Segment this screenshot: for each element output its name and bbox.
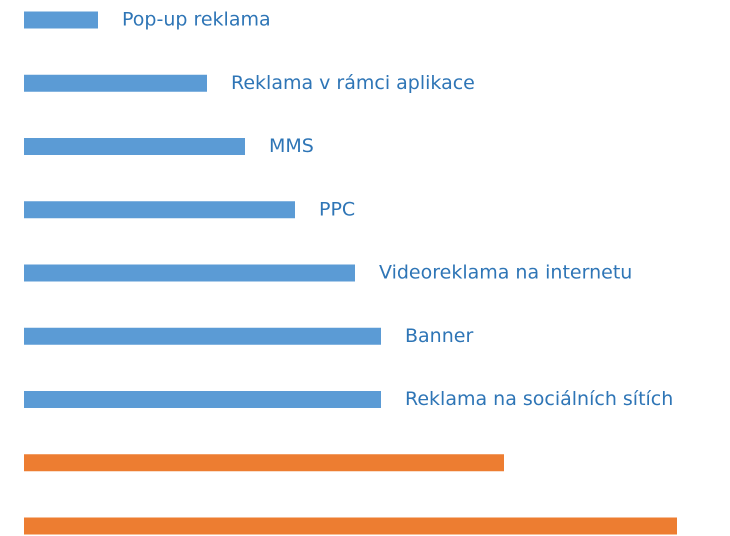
bar-label: Reklama na sociálních sítích xyxy=(405,388,673,410)
bar xyxy=(24,138,245,155)
bar-label: Reklama v rámci aplikace xyxy=(231,72,475,94)
bar-label: PPC xyxy=(319,198,355,220)
bar-label: Pop-up reklama xyxy=(122,9,271,31)
bar xyxy=(24,327,381,345)
bar xyxy=(24,201,295,219)
bar xyxy=(24,517,677,535)
bar-label: Videoreklama na internetu xyxy=(379,262,632,284)
bar xyxy=(24,74,207,92)
bar xyxy=(24,264,355,282)
bar xyxy=(24,391,381,408)
bar xyxy=(24,11,98,29)
bar-label: Banner xyxy=(405,325,473,347)
bar-label: MMS xyxy=(269,135,314,157)
bar xyxy=(24,454,504,472)
